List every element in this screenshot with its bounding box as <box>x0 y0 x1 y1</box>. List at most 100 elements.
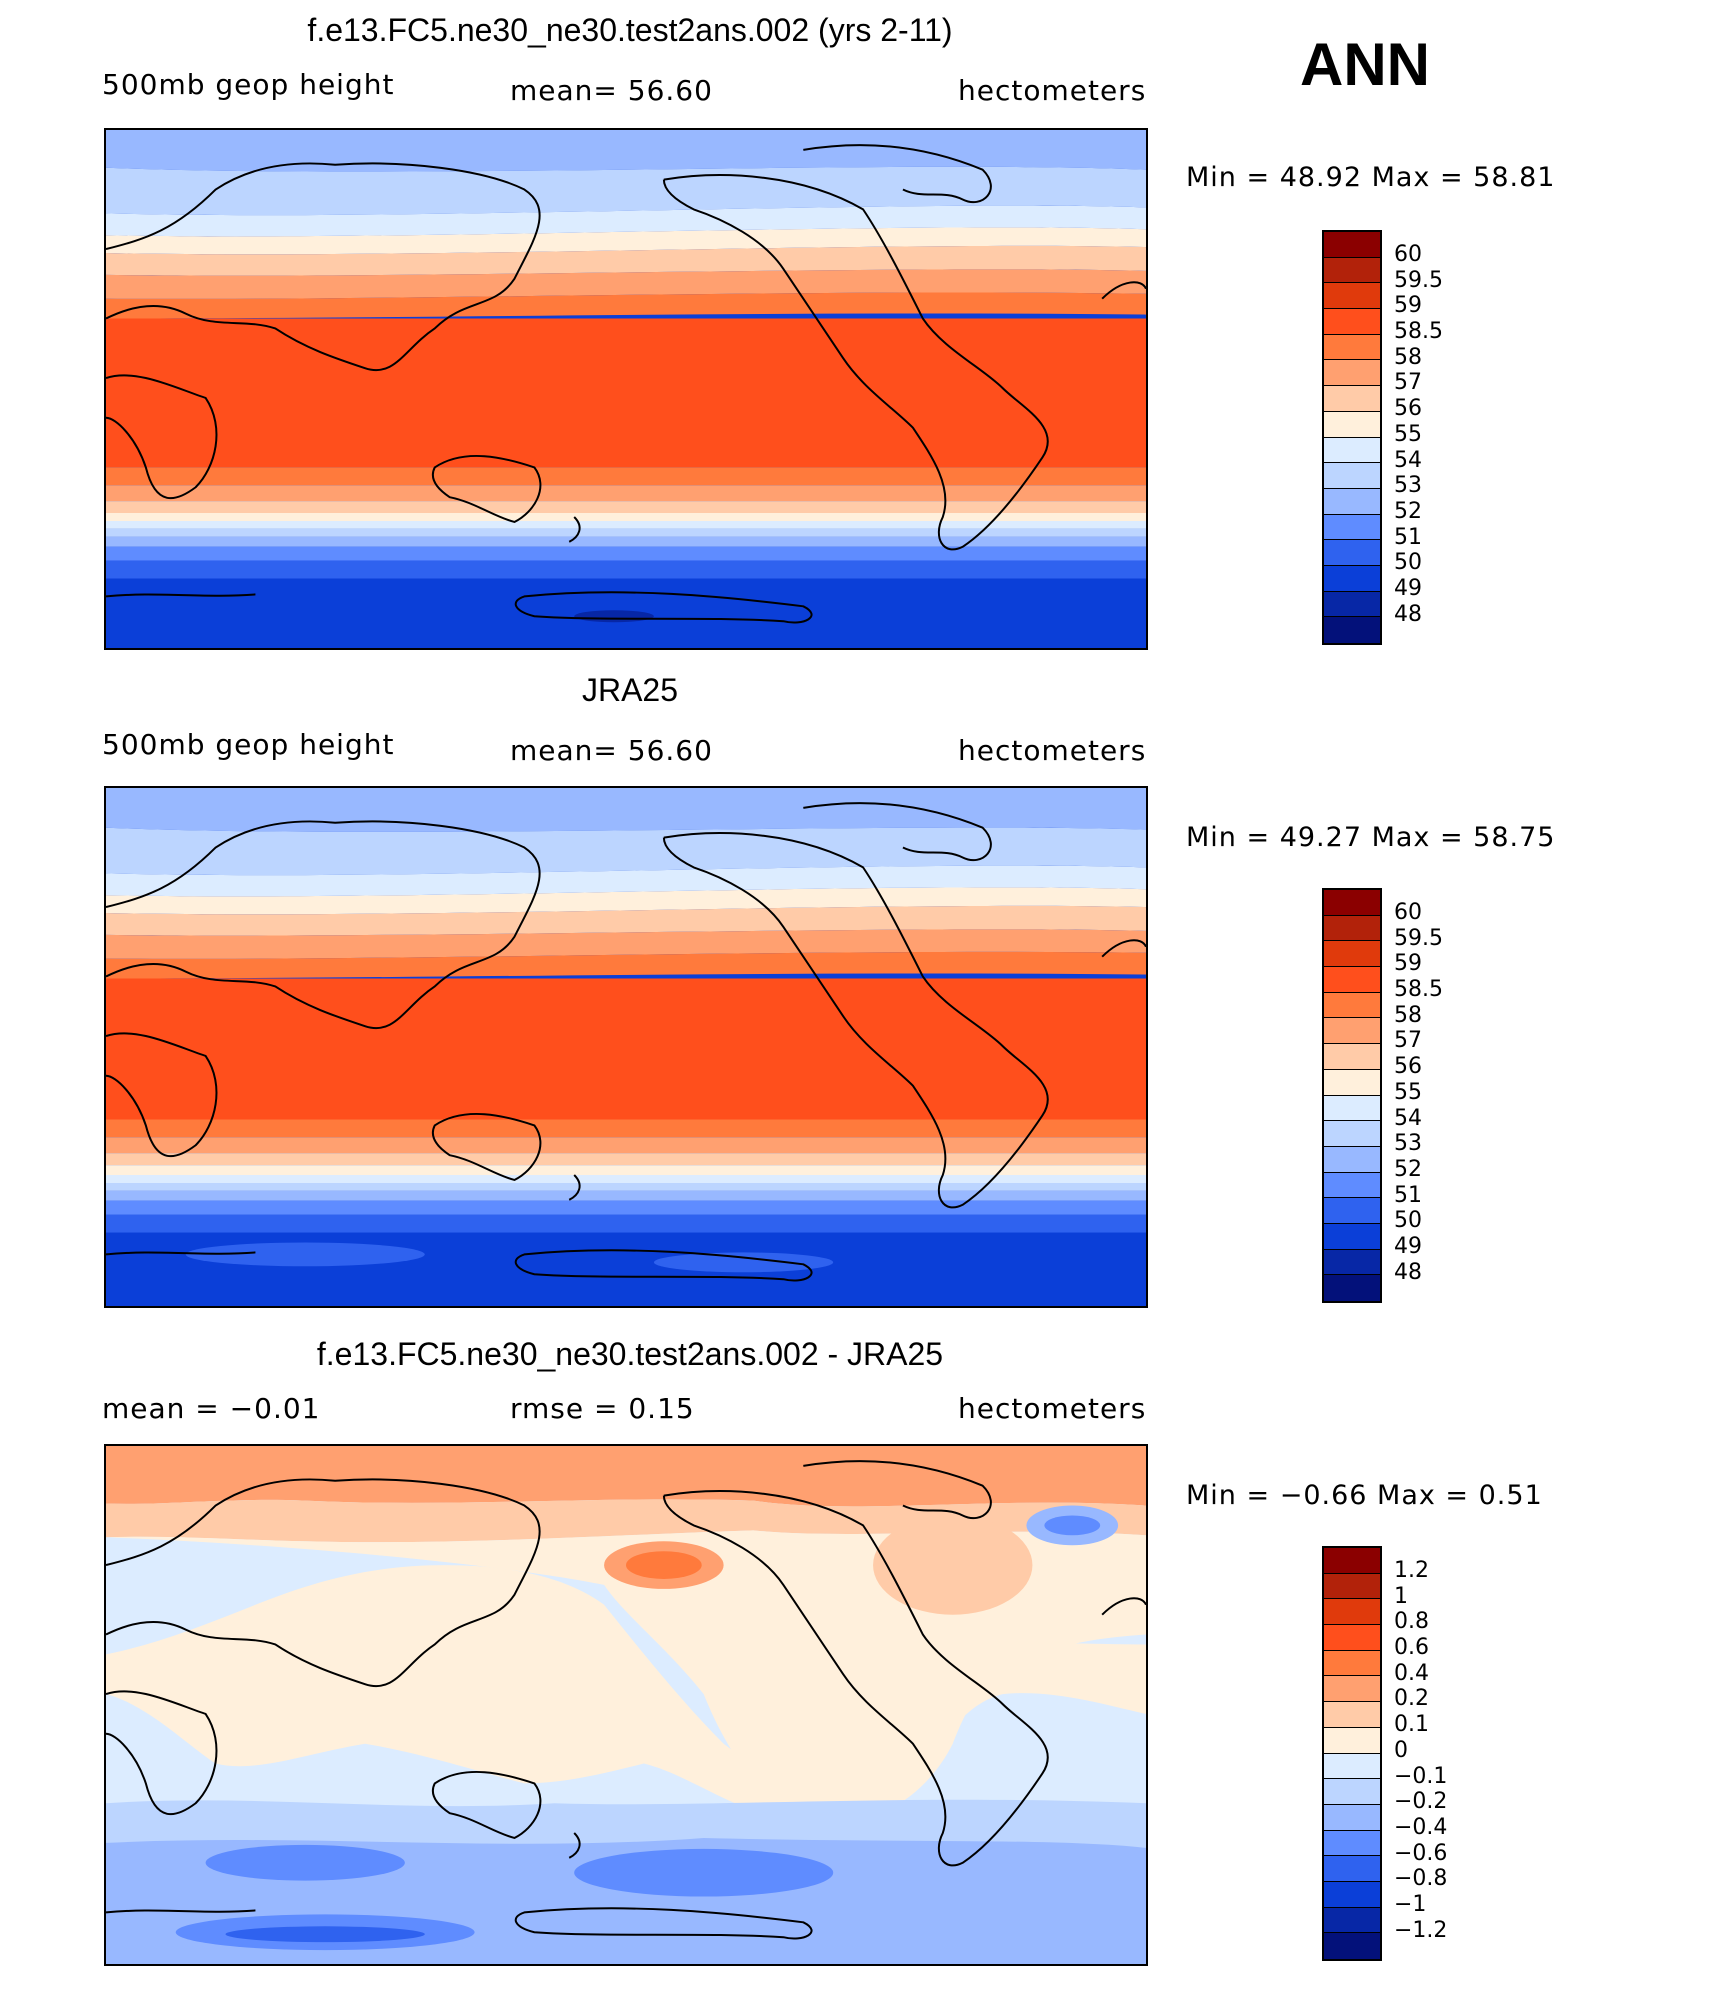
panel3-colorbar-swatch <box>1324 1625 1380 1651</box>
panel1-title: f.e13.FC5.ne30_ne30.test2ans.002 (yrs 2-… <box>307 12 953 48</box>
panel2-colorbar-swatch <box>1324 1018 1380 1045</box>
panel3-colorbar-labels: 1.2 1 0.8 0.6 0.4 0.2 0.1 0 −0.1 −0.2 −0… <box>1394 1558 1447 1943</box>
panel2-colorbar-swatch <box>1324 890 1380 916</box>
colorbar-label: 53 <box>1394 1131 1422 1157</box>
panel1-colorbar-swatch <box>1324 488 1380 515</box>
panel3-colorbar-swatch <box>1324 1599 1380 1626</box>
panel1-colorbar-swatch <box>1324 540 1380 566</box>
panel1-colorbar <box>1322 230 1382 645</box>
panel2-colorbar-swatch <box>1324 1146 1380 1173</box>
panel2-colorbar-swatch <box>1324 1275 1380 1301</box>
panel1-variable-label: 500mb geop height <box>102 68 395 101</box>
colorbar-label: 51 <box>1394 1182 1422 1208</box>
panel3-colorbar-swatch <box>1324 1753 1380 1780</box>
panel1-colorbar-swatch <box>1324 360 1380 387</box>
colorbar-label: 59.5 <box>1394 267 1443 293</box>
panel1-contour-field <box>106 130 1146 648</box>
panel3-colorbar-swatch <box>1324 1804 1380 1831</box>
colorbar-label: 58.5 <box>1394 319 1443 345</box>
colorbar-label: 55 <box>1394 421 1422 447</box>
colorbar-label: 52 <box>1394 1156 1422 1182</box>
panel3-colorbar-swatch <box>1324 1933 1380 1959</box>
panel3-colorbar-swatch <box>1324 1881 1380 1908</box>
colorbar-label: 0.8 <box>1394 1609 1429 1635</box>
panel1-map <box>104 128 1148 650</box>
panel3-colorbar-swatch <box>1324 1830 1380 1857</box>
colorbar-label: −0.2 <box>1394 1789 1448 1815</box>
colorbar-label: 49 <box>1394 575 1422 601</box>
colorbar-label: 58 <box>1394 344 1422 370</box>
colorbar-label: −1.2 <box>1394 1917 1448 1943</box>
panel1-colorbar-swatch <box>1324 617 1380 643</box>
panel3-colorbar-swatch <box>1324 1702 1380 1728</box>
panel3-contour-field <box>106 1446 1146 1964</box>
colorbar-label: 48 <box>1394 1259 1422 1285</box>
panel2-colorbar-swatch <box>1324 1044 1380 1070</box>
colorbar-label: 48 <box>1394 601 1422 627</box>
colorbar-label: 59 <box>1394 293 1422 319</box>
colorbar-label: 52 <box>1394 498 1422 524</box>
panel2-colorbar-swatch <box>1324 1223 1380 1250</box>
colorbar-label: 54 <box>1394 1105 1422 1131</box>
panel1-colorbar-swatch <box>1324 386 1380 412</box>
colorbar-label: −0.6 <box>1394 1840 1448 1866</box>
panel2-colorbar-swatch <box>1324 992 1380 1019</box>
colorbar-label: 59 <box>1394 951 1422 977</box>
panel3-units-label: hectometers <box>958 1392 1147 1425</box>
colorbar-label: 49 <box>1394 1233 1422 1259</box>
colorbar-label: 53 <box>1394 473 1422 499</box>
panel1-mean-label: mean= 56.60 <box>510 74 713 107</box>
panel3-colorbar <box>1322 1546 1382 1961</box>
panel2-colorbar-swatch <box>1324 1069 1380 1096</box>
colorbar-label: 0.2 <box>1394 1686 1429 1712</box>
colorbar-label: 57 <box>1394 370 1422 396</box>
panel3-colorbar-swatch <box>1324 1676 1380 1703</box>
panel2-variable-label: 500mb geop height <box>102 728 395 761</box>
panel1-colorbar-swatch <box>1324 463 1380 489</box>
panel1-units-label: hectometers <box>958 74 1147 107</box>
colorbar-label: 1 <box>1394 1583 1408 1609</box>
panel2-colorbar-swatch <box>1324 1172 1380 1199</box>
panel3-map <box>104 1444 1148 1966</box>
colorbar-label: 50 <box>1394 550 1422 576</box>
colorbar-label: 60 <box>1394 900 1422 925</box>
panel2-colorbar-swatch <box>1324 1249 1380 1276</box>
colorbar-label: 0.1 <box>1394 1712 1429 1738</box>
panel2-colorbar-swatch <box>1324 915 1380 942</box>
panel2-colorbar-labels: 60 59.5 59 58.5 58 57 56 55 54 53 52 51 … <box>1394 900 1443 1285</box>
colorbar-label: 54 <box>1394 447 1422 473</box>
panel1-colorbar-swatch <box>1324 257 1380 284</box>
panel3-rmse-label: rmse = 0.15 <box>510 1392 695 1425</box>
colorbar-label: −0.4 <box>1394 1814 1448 1840</box>
panel3-colorbar-swatch <box>1324 1907 1380 1934</box>
panel2-colorbar-swatch <box>1324 1198 1380 1224</box>
panel3-colorbar-swatch <box>1324 1779 1380 1805</box>
panel1-colorbar-swatch <box>1324 437 1380 464</box>
panel3-colorbar-swatch <box>1324 1573 1380 1600</box>
panel3-title: f.e13.FC5.ne30_ne30.test2ans.002 - JRA25 <box>316 1336 944 1372</box>
colorbar-label: 58.5 <box>1394 977 1443 1003</box>
colorbar-label: 59.5 <box>1394 925 1443 951</box>
panel1-colorbar-swatch <box>1324 514 1380 541</box>
panel1-colorbar-swatch <box>1324 565 1380 592</box>
panel2-map <box>104 786 1148 1308</box>
panel3-colorbar-swatch <box>1324 1727 1380 1754</box>
panel2-title: JRA25 <box>581 672 679 708</box>
panel2-contour-field <box>106 788 1146 1306</box>
panel1-colorbar-swatch <box>1324 334 1380 361</box>
colorbar-label: 57 <box>1394 1028 1422 1054</box>
colorbar-label: −0.8 <box>1394 1866 1448 1892</box>
panel1-colorbar-swatch <box>1324 591 1380 618</box>
panel2-colorbar-swatch <box>1324 1121 1380 1147</box>
colorbar-label: 50 <box>1394 1208 1422 1234</box>
panel1-colorbar-labels: 60 59.5 59 58.5 58 57 56 55 54 53 52 51 … <box>1394 242 1443 627</box>
panel1-minmax: Min = 48.92 Max = 58.81 <box>1186 162 1556 193</box>
panel3-coastlines <box>106 1460 1146 1940</box>
colorbar-label: 0.6 <box>1394 1635 1429 1661</box>
panel1-colorbar-swatch <box>1324 411 1380 438</box>
panel3-mean-label: mean = −0.01 <box>102 1392 321 1425</box>
panel3-colorbar-swatch <box>1324 1548 1380 1574</box>
panel2-minmax: Min = 49.27 Max = 58.75 <box>1186 822 1556 853</box>
colorbar-label: 1.2 <box>1394 1558 1429 1583</box>
colorbar-label: 0.4 <box>1394 1660 1429 1686</box>
